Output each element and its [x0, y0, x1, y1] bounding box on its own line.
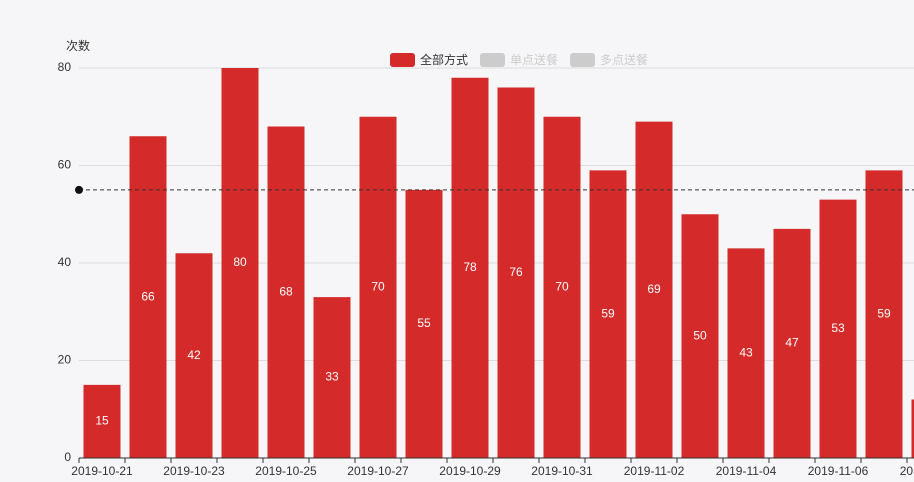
bar — [543, 116, 581, 458]
data-label: 42 — [187, 348, 201, 362]
x-tick-label: 2019-10-25 — [255, 464, 317, 478]
data-label: 33 — [325, 370, 339, 384]
bar — [313, 297, 351, 458]
bar — [451, 77, 489, 458]
data-label: 70 — [371, 280, 385, 294]
x-tick-label: 2019-11-02 — [624, 464, 685, 478]
bar — [405, 189, 443, 458]
bar — [83, 384, 121, 458]
bar — [635, 121, 673, 458]
y-tick-label: 40 — [58, 255, 72, 269]
bar — [175, 253, 213, 458]
x-tick-label: 2019-10-29 — [439, 464, 501, 478]
y-tick-label: 20 — [58, 353, 72, 367]
data-label: 55 — [417, 316, 431, 330]
legend-label: 单点送餐 — [510, 52, 558, 67]
bar — [589, 170, 627, 458]
y-tick-label: 0 — [64, 450, 71, 464]
bar — [497, 87, 535, 458]
data-label: 70 — [555, 280, 569, 294]
bar — [681, 214, 719, 458]
y-tick-label: 80 — [58, 60, 72, 74]
legend-swatch — [390, 53, 415, 67]
legend-label: 全部方式 — [420, 52, 468, 67]
x-tick-label: 2019-10-27 — [347, 464, 409, 478]
bar — [359, 116, 397, 458]
data-label: 43 — [739, 345, 753, 359]
data-label: 68 — [279, 284, 293, 298]
data-label: 69 — [647, 282, 661, 296]
bar — [819, 199, 857, 458]
legend-swatch — [570, 53, 596, 67]
data-label: 66 — [141, 289, 155, 303]
data-label: 53 — [831, 321, 845, 335]
x-tick-label: 2019-11-04 — [716, 464, 777, 478]
x-tick-label: 2019-11-08 — [900, 464, 914, 478]
bar — [221, 68, 259, 458]
x-tick-label: 2019-10-31 — [531, 464, 593, 478]
y-tick-label: 60 — [58, 158, 72, 172]
bar — [267, 126, 305, 458]
bar — [727, 248, 765, 458]
bar — [773, 228, 811, 458]
bar — [865, 170, 903, 458]
mark-line-start — [75, 185, 83, 194]
x-tick-label: 2019-10-23 — [163, 464, 225, 478]
y-axis-name: 次数 — [66, 38, 90, 53]
x-tick-label: 2019-11-06 — [808, 464, 869, 478]
data-label: 15 — [95, 414, 109, 428]
data-label: 78 — [463, 260, 477, 274]
data-label: 59 — [601, 306, 615, 320]
legend-swatch — [480, 53, 506, 67]
bar — [911, 399, 914, 458]
data-label: 50 — [693, 328, 707, 342]
data-label: 76 — [509, 265, 523, 279]
data-label: 80 — [233, 255, 247, 269]
data-label: 47 — [785, 336, 799, 350]
x-tick-label: 2019-10-21 — [71, 464, 133, 478]
legend-label: 多点送餐 — [600, 52, 648, 67]
data-label: 59 — [877, 306, 891, 320]
